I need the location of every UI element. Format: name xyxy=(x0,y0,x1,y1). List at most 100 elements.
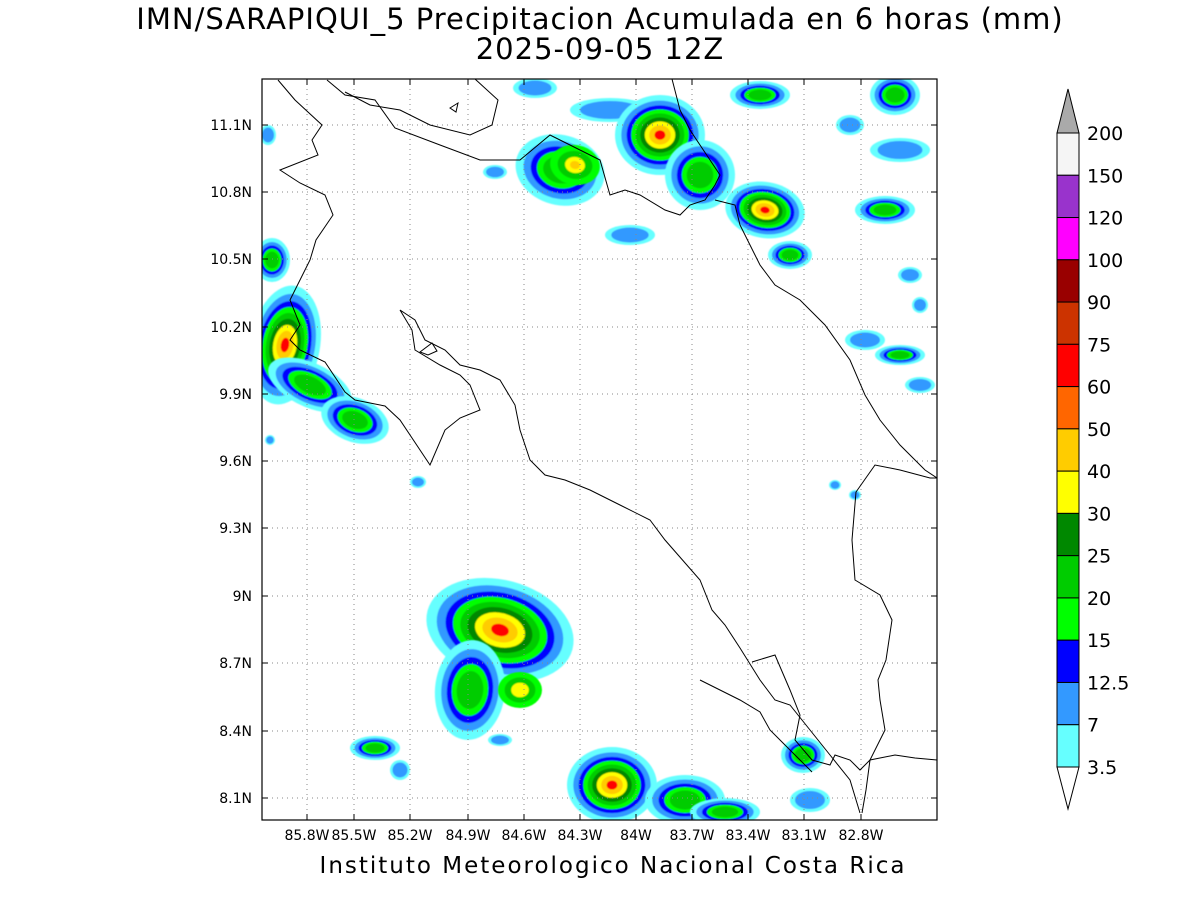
colorbar-label: 75 xyxy=(1087,334,1111,356)
colorbar-box xyxy=(1056,639,1080,683)
rain-cell xyxy=(321,396,389,444)
colorbar-label: 40 xyxy=(1087,461,1111,483)
rain-cell xyxy=(690,798,760,820)
rain-cell xyxy=(768,241,812,269)
rain-contour xyxy=(570,160,580,170)
colorbar-box xyxy=(1056,681,1080,726)
longitude-labels: 85.8W 85.5W 85.2W 84.9W 84.6W 84.3W 84W 83.7W 83… xyxy=(284,828,883,844)
longitude-label: 84.6W xyxy=(501,828,546,844)
rain-cell xyxy=(849,490,861,500)
rain-contour xyxy=(606,780,618,790)
colorbar-label: 150 xyxy=(1087,165,1123,187)
colorbar-box xyxy=(1056,132,1080,176)
rain-contour xyxy=(294,374,326,396)
colorbar-label: 50 xyxy=(1087,419,1111,441)
rain-cell xyxy=(836,115,864,135)
rain-contour xyxy=(491,735,509,745)
colorbar-underflow-triangle xyxy=(1056,766,1080,811)
colorbar-label: 120 xyxy=(1087,208,1123,230)
colorbar-box xyxy=(1056,217,1080,261)
rain-cell xyxy=(567,747,657,820)
latitude-labels: 11.1N 10.8N 10.5N 10.2N 9.9N 9.6N 9.3N 9N 8.7N 8.… xyxy=(210,118,252,807)
rain-contour xyxy=(491,623,509,637)
rain-contour xyxy=(412,477,424,487)
rain-contour xyxy=(265,251,279,269)
longitude-label: 83.7W xyxy=(669,828,714,844)
plot-background xyxy=(262,79,937,820)
footer-credit: Instituto Meteorologico Nacional Costa R… xyxy=(319,853,907,879)
colorbar-box xyxy=(1056,174,1080,219)
rain-cell xyxy=(268,357,352,413)
colorbar-box xyxy=(1056,428,1080,472)
rain-contour xyxy=(262,127,274,143)
rain-contour xyxy=(486,166,504,178)
rain-contour xyxy=(760,206,770,214)
rain-contour xyxy=(392,762,408,778)
colorbar-label: 200 xyxy=(1087,123,1123,145)
rain-contour xyxy=(830,481,840,489)
rain-contour xyxy=(839,117,861,133)
rain-contour xyxy=(669,790,701,810)
rain-contour xyxy=(611,227,649,243)
rain-contour xyxy=(873,204,897,216)
rain-cell xyxy=(488,734,512,746)
rain-contour xyxy=(518,80,552,96)
latitude-label: 9.9N xyxy=(219,387,252,403)
rain-contour xyxy=(365,743,385,753)
rain-contour xyxy=(781,249,799,261)
rain-cell xyxy=(829,480,841,490)
colorbar-box xyxy=(1056,470,1080,514)
longitude-label: 85.5W xyxy=(331,828,376,844)
latitude-label: 9.3N xyxy=(219,521,252,537)
rain-cell xyxy=(498,672,542,708)
rain-contour xyxy=(850,491,860,499)
rain-contour xyxy=(877,141,923,159)
rain-contour xyxy=(266,436,274,444)
longitude-label: 82.8W xyxy=(838,828,883,844)
longitude-label: 83.4W xyxy=(725,828,770,844)
gridlines xyxy=(262,79,937,820)
rain-contour xyxy=(908,379,932,391)
rain-cell xyxy=(905,377,935,393)
colorbar-overflow-triangle xyxy=(1056,88,1080,134)
longitude-label: 84.9W xyxy=(445,828,490,844)
rain-contour xyxy=(654,130,666,140)
rain-contour xyxy=(511,682,529,698)
rain-contour xyxy=(456,671,484,709)
colorbar-box xyxy=(1056,512,1080,557)
colorbar-label: 90 xyxy=(1087,292,1111,314)
colorbar-box xyxy=(1056,597,1080,641)
rain-cell xyxy=(845,330,885,350)
colorbar-boxes xyxy=(1056,88,1080,811)
coastline xyxy=(277,79,937,814)
rain-contour xyxy=(280,337,290,353)
rain-cell xyxy=(912,297,928,313)
rain-cell xyxy=(262,238,290,282)
latitude-label: 10.2N xyxy=(210,320,252,336)
rain-contour xyxy=(795,791,825,809)
longitude-label: 83.1W xyxy=(781,828,826,844)
map-title: IMN/SARAPIQUI_5 Precipitacion Acumulada … xyxy=(136,2,1064,36)
rain-contour xyxy=(686,161,714,189)
colorbar-label: 3.5 xyxy=(1087,757,1117,779)
rain-contour xyxy=(850,332,880,348)
latitude-label: 8.7N xyxy=(219,656,252,672)
longitude-label: 84.3W xyxy=(557,828,602,844)
rain-contour xyxy=(748,89,772,101)
rain-cell xyxy=(725,181,805,239)
colorbar-label: 60 xyxy=(1087,377,1111,399)
colorbar-label: 7 xyxy=(1087,715,1099,737)
colorbar-box xyxy=(1056,724,1080,768)
rain-contour xyxy=(711,806,739,818)
rain-cell xyxy=(550,144,600,186)
rain-cell xyxy=(483,165,507,179)
rain-contour xyxy=(914,299,926,311)
longitude-label: 84W xyxy=(620,828,652,844)
rain-cell xyxy=(790,788,830,812)
axis-ticks xyxy=(262,79,937,820)
rain-contour xyxy=(342,410,368,430)
latitude-label: 10.5N xyxy=(210,252,252,268)
colorbar-box xyxy=(1056,343,1080,388)
rain-cell xyxy=(875,345,925,365)
longitude-label: 85.8W xyxy=(284,828,329,844)
